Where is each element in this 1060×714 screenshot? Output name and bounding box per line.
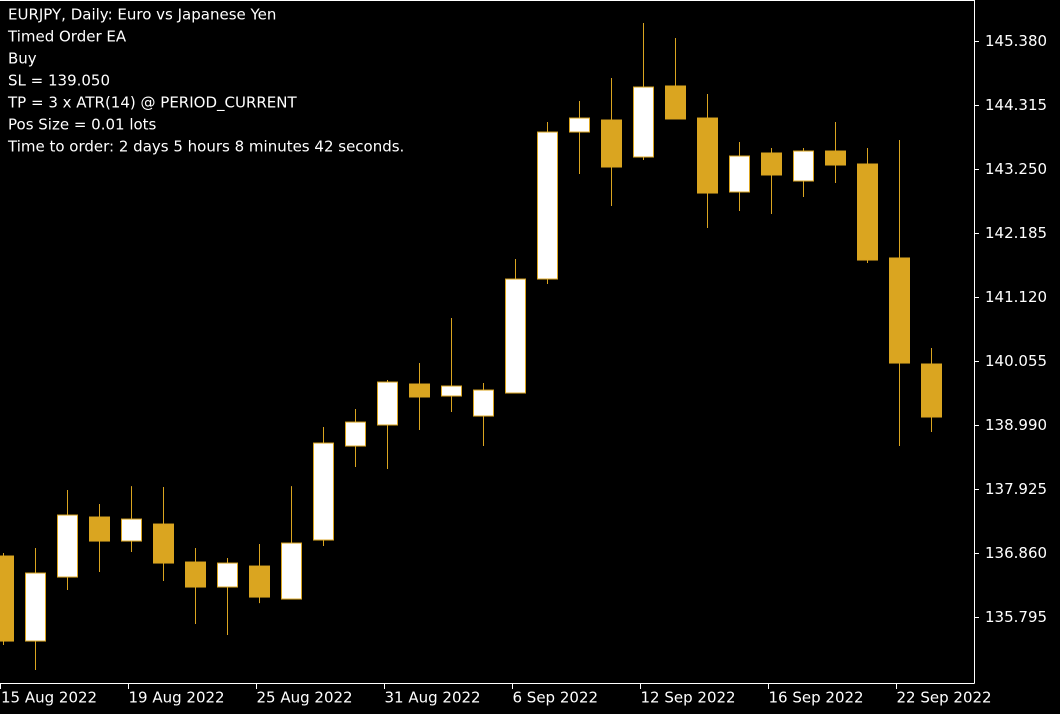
candle-body — [0, 555, 14, 642]
y-tick-label: 145.380 — [985, 32, 1047, 50]
candle-body — [57, 514, 78, 578]
candle-body — [633, 86, 654, 158]
candle-body — [313, 442, 334, 541]
candle-body — [857, 163, 878, 261]
candle-body — [761, 152, 782, 176]
candle-body — [409, 383, 430, 398]
candle-body — [345, 421, 366, 447]
candle-body — [889, 257, 910, 364]
candle-body — [281, 542, 302, 600]
annotation: Buy — [8, 50, 37, 68]
candle-body — [473, 389, 494, 417]
y-tick-label: 144.315 — [985, 96, 1047, 114]
candle-body — [537, 131, 558, 280]
annotation: Pos Size = 0.01 lots — [8, 116, 157, 134]
y-tick-label: 136.860 — [985, 544, 1047, 562]
x-tick-label: 31 Aug 2022 — [385, 689, 481, 707]
y-tick-label: 142.185 — [985, 224, 1047, 242]
x-tick-label: 19 Aug 2022 — [129, 689, 225, 707]
x-tick-label: 12 Sep 2022 — [641, 689, 736, 707]
candle-body — [377, 381, 398, 426]
candle-body — [153, 523, 174, 564]
candle-body — [217, 562, 238, 588]
x-tick-label: 25 Aug 2022 — [257, 689, 353, 707]
candle-body — [729, 155, 750, 193]
candle-body — [921, 363, 942, 418]
candle-body — [25, 572, 46, 642]
candle-body — [121, 518, 142, 542]
x-tick-label: 15 Aug 2022 — [1, 689, 97, 707]
y-tick-label: 135.795 — [985, 608, 1047, 626]
candle-body — [825, 150, 846, 166]
annotation: TP = 3 x ATR(14) @ PERIOD_CURRENT — [7, 94, 297, 113]
candle-body — [505, 278, 526, 394]
y-tick-label: 143.250 — [985, 160, 1047, 178]
x-tick-label: 22 Sep 2022 — [897, 689, 992, 707]
x-tick-label: 16 Sep 2022 — [769, 689, 864, 707]
annotation: Time to order: 2 days 5 hours 8 minutes … — [7, 138, 404, 156]
chart-title: EURJPY, Daily: Euro vs Japanese Yen — [8, 6, 276, 24]
candle-body — [601, 119, 622, 168]
candle-body — [665, 85, 686, 120]
annotation: SL = 139.050 — [8, 72, 110, 90]
x-tick-label: 6 Sep 2022 — [513, 689, 599, 707]
candle-body — [793, 150, 814, 182]
y-tick-label: 141.120 — [985, 288, 1047, 306]
y-tick-label: 137.925 — [985, 480, 1047, 498]
candle-body — [569, 117, 590, 133]
candles — [0, 23, 942, 671]
candle-body — [89, 516, 110, 542]
annotation: Timed Order EA — [7, 28, 127, 46]
y-tick-label: 140.055 — [985, 352, 1047, 370]
candle-body — [185, 561, 206, 588]
y-tick-label: 138.990 — [985, 416, 1047, 434]
candle-body — [249, 565, 270, 598]
candle-body — [697, 117, 718, 194]
candle-body — [441, 385, 462, 397]
